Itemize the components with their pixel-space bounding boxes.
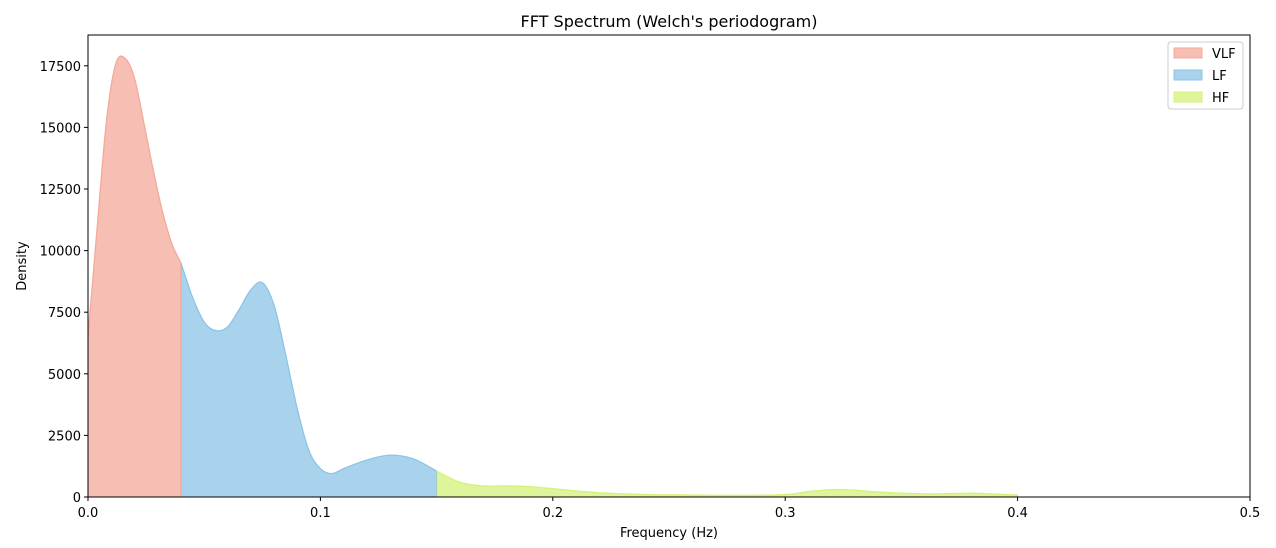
y-tick-label: 7500 xyxy=(48,306,81,321)
plot-frame xyxy=(87,34,1251,498)
y-tick-label: 17500 xyxy=(40,60,81,75)
y-axis: 0 2500 5000 7500 10000 12500 15000 17500 xyxy=(40,60,88,506)
line-lf xyxy=(180,262,437,475)
area-vlf xyxy=(88,56,181,498)
x-tick-label: 0.3 xyxy=(775,506,796,521)
line-hf xyxy=(436,470,1018,496)
x-tick-label: 0.2 xyxy=(542,506,563,521)
chart-title: FFT Spectrum (Welch's periodogram) xyxy=(521,12,818,31)
legend-label-vlf: VLF xyxy=(1212,47,1236,62)
legend-label-hf: HF xyxy=(1212,91,1229,106)
legend-swatch-vlf xyxy=(1173,47,1203,59)
legend: VLF LF HF xyxy=(1167,41,1244,110)
y-tick-label: 15000 xyxy=(40,121,81,136)
x-tick-label: 0.4 xyxy=(1007,506,1028,521)
area-lf xyxy=(180,262,437,497)
x-axis-label: Frequency (Hz) xyxy=(620,526,718,541)
x-tick-label: 0.0 xyxy=(78,506,99,521)
y-tick-label: 12500 xyxy=(40,183,81,198)
legend-label-lf: LF xyxy=(1212,69,1227,84)
y-tick-label: 2500 xyxy=(48,429,81,444)
x-tick-label: 0.5 xyxy=(1240,506,1261,521)
x-axis: 0.0 0.1 0.2 0.3 0.4 0.5 xyxy=(78,497,1261,521)
y-axis-label: Density xyxy=(15,241,30,291)
legend-swatch-hf xyxy=(1173,91,1203,103)
line-vlf xyxy=(87,55,182,337)
area-hf xyxy=(436,471,1018,497)
legend-swatch-lf xyxy=(1173,69,1203,81)
y-tick-label: 10000 xyxy=(40,245,81,260)
plot-areas xyxy=(87,55,1019,498)
x-tick-label: 0.1 xyxy=(310,506,331,521)
y-tick-label: 5000 xyxy=(48,368,81,383)
y-tick-label: 0 xyxy=(73,491,81,506)
